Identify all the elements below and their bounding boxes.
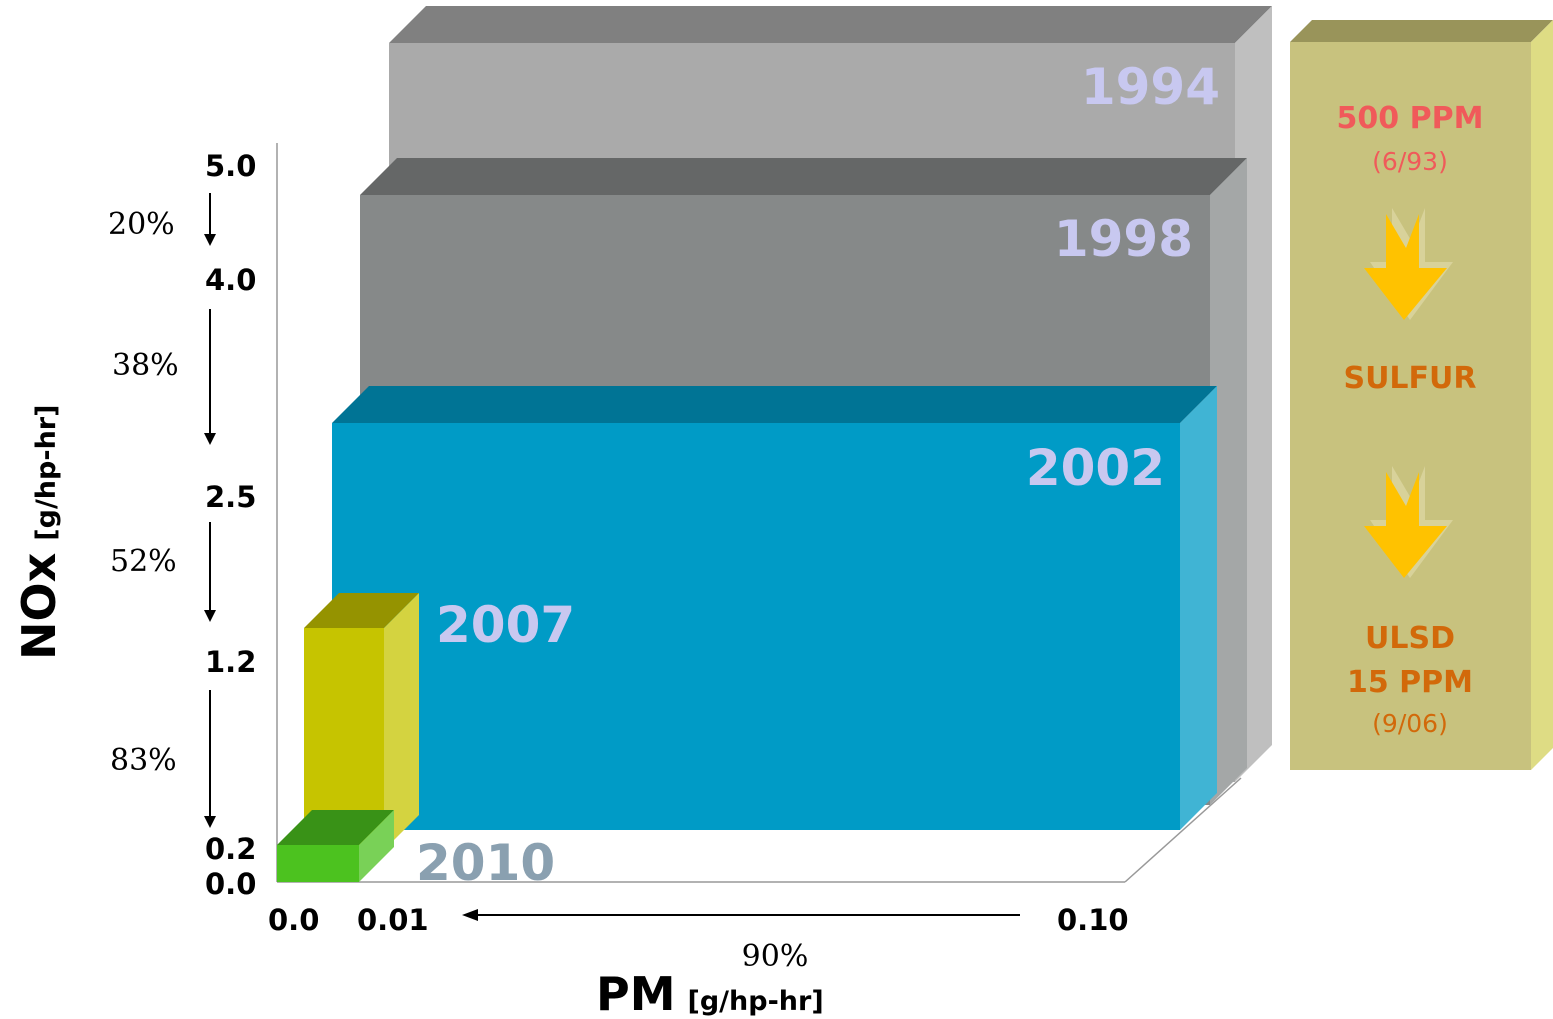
sulfur-bottom-label-2: 15 PPM <box>1347 665 1473 700</box>
x-tick-label: 0.0 <box>268 903 319 937</box>
sulfur-top-date: (6/93) <box>1372 147 1448 176</box>
bar-front-face <box>277 845 359 882</box>
bar-top-face <box>304 593 419 628</box>
y-tick-label: 0.2 <box>205 832 256 866</box>
arrow-head-icon <box>204 610 216 622</box>
x-tick-label: 0.10 <box>1057 903 1129 937</box>
y-tick-label: 4.0 <box>205 263 256 297</box>
pm-reduction-label: 90% <box>742 939 809 974</box>
sulfur-middle-label: SULFUR <box>1343 361 1476 396</box>
x-tick-label: 0.01 <box>357 903 429 937</box>
y-tick-label: 0.0 <box>205 867 256 901</box>
arrow-head-icon <box>204 816 216 828</box>
arrow-left-icon <box>462 909 478 921</box>
down-arrow-icon <box>1364 208 1453 320</box>
bar-side-face <box>359 810 394 882</box>
bar-label-1994: 1994 <box>1081 58 1220 116</box>
bar-top-face <box>360 158 1247 195</box>
sulfur-bottom-date: (9/06) <box>1372 709 1448 738</box>
nox-reduction-label: 38% <box>112 348 179 383</box>
arrow-head-icon <box>204 234 216 246</box>
bar-2002: 2002 <box>332 386 1217 830</box>
nox-reduction-label: 52% <box>110 544 177 579</box>
y-tick-label: 5.0 <box>205 149 256 183</box>
bar-2010: 2010 <box>277 810 555 892</box>
down-arrow-icon <box>1364 466 1453 578</box>
bar-top-face <box>389 6 1272 43</box>
bar-top-face <box>332 386 1217 423</box>
y-axis-title: NOx[g/hp-hr] <box>12 405 66 660</box>
bar-label-2002: 2002 <box>1026 439 1165 497</box>
sulfur-panel: 500 PPM (6/93) SULFUR ULSD 15 PPM (9/06) <box>1290 20 1553 770</box>
x-axis-title: PM [g/hp-hr] <box>596 967 824 1019</box>
arrow-head-icon <box>204 433 216 445</box>
sulfur-top-label: 500 PPM <box>1337 101 1484 136</box>
y-tick-label: 1.2 <box>205 645 256 679</box>
y-tick-label: 2.5 <box>205 480 256 514</box>
bar-side-face <box>384 593 419 850</box>
nox-reduction-label: 83% <box>110 743 177 778</box>
bar-label-2010: 2010 <box>416 834 555 892</box>
nox-reduction-label: 20% <box>108 207 175 242</box>
bar-side-face <box>1180 386 1217 830</box>
bar-label-1998: 1998 <box>1054 210 1193 268</box>
sulfur-bottom-label-1: ULSD <box>1365 621 1455 656</box>
bar-top-face <box>277 810 394 845</box>
bar-label-2007: 2007 <box>436 596 575 654</box>
bar-side-face <box>1210 158 1247 805</box>
bar-front-face <box>332 423 1180 830</box>
